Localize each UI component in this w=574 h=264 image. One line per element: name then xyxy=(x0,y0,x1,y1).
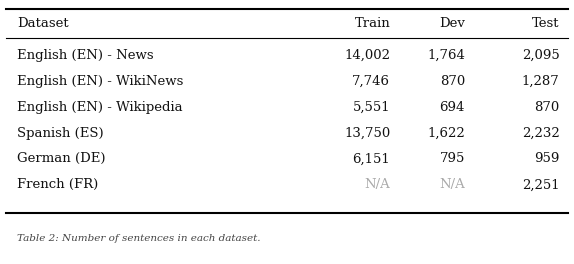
Text: Dev: Dev xyxy=(439,17,465,30)
Text: 14,002: 14,002 xyxy=(344,49,390,62)
Text: French (FR): French (FR) xyxy=(17,178,99,191)
Text: 795: 795 xyxy=(440,152,465,166)
Text: 5,551: 5,551 xyxy=(352,101,390,114)
Text: Table 2: Number of sentences in each dataset.: Table 2: Number of sentences in each dat… xyxy=(17,234,261,243)
Text: 1,622: 1,622 xyxy=(427,126,465,140)
Text: 7,746: 7,746 xyxy=(352,75,390,88)
Text: 2,251: 2,251 xyxy=(522,178,560,191)
Text: German (DE): German (DE) xyxy=(17,152,106,166)
Text: Train: Train xyxy=(355,17,390,30)
Text: N/A: N/A xyxy=(364,178,390,191)
Text: 6,151: 6,151 xyxy=(352,152,390,166)
Text: 694: 694 xyxy=(440,101,465,114)
Text: Dataset: Dataset xyxy=(17,17,69,30)
Text: 2,095: 2,095 xyxy=(522,49,560,62)
Text: 13,750: 13,750 xyxy=(344,126,390,140)
Text: 959: 959 xyxy=(534,152,560,166)
Text: English (EN) - WikiNews: English (EN) - WikiNews xyxy=(17,75,184,88)
Text: 1,764: 1,764 xyxy=(427,49,465,62)
Text: 870: 870 xyxy=(440,75,465,88)
Text: 2,232: 2,232 xyxy=(522,126,560,140)
Text: N/A: N/A xyxy=(439,178,465,191)
Text: Spanish (ES): Spanish (ES) xyxy=(17,126,104,140)
Text: English (EN) - News: English (EN) - News xyxy=(17,49,154,62)
Text: Test: Test xyxy=(532,17,560,30)
Text: 870: 870 xyxy=(534,101,560,114)
Text: 1,287: 1,287 xyxy=(522,75,560,88)
Text: English (EN) - Wikipedia: English (EN) - Wikipedia xyxy=(17,101,183,114)
